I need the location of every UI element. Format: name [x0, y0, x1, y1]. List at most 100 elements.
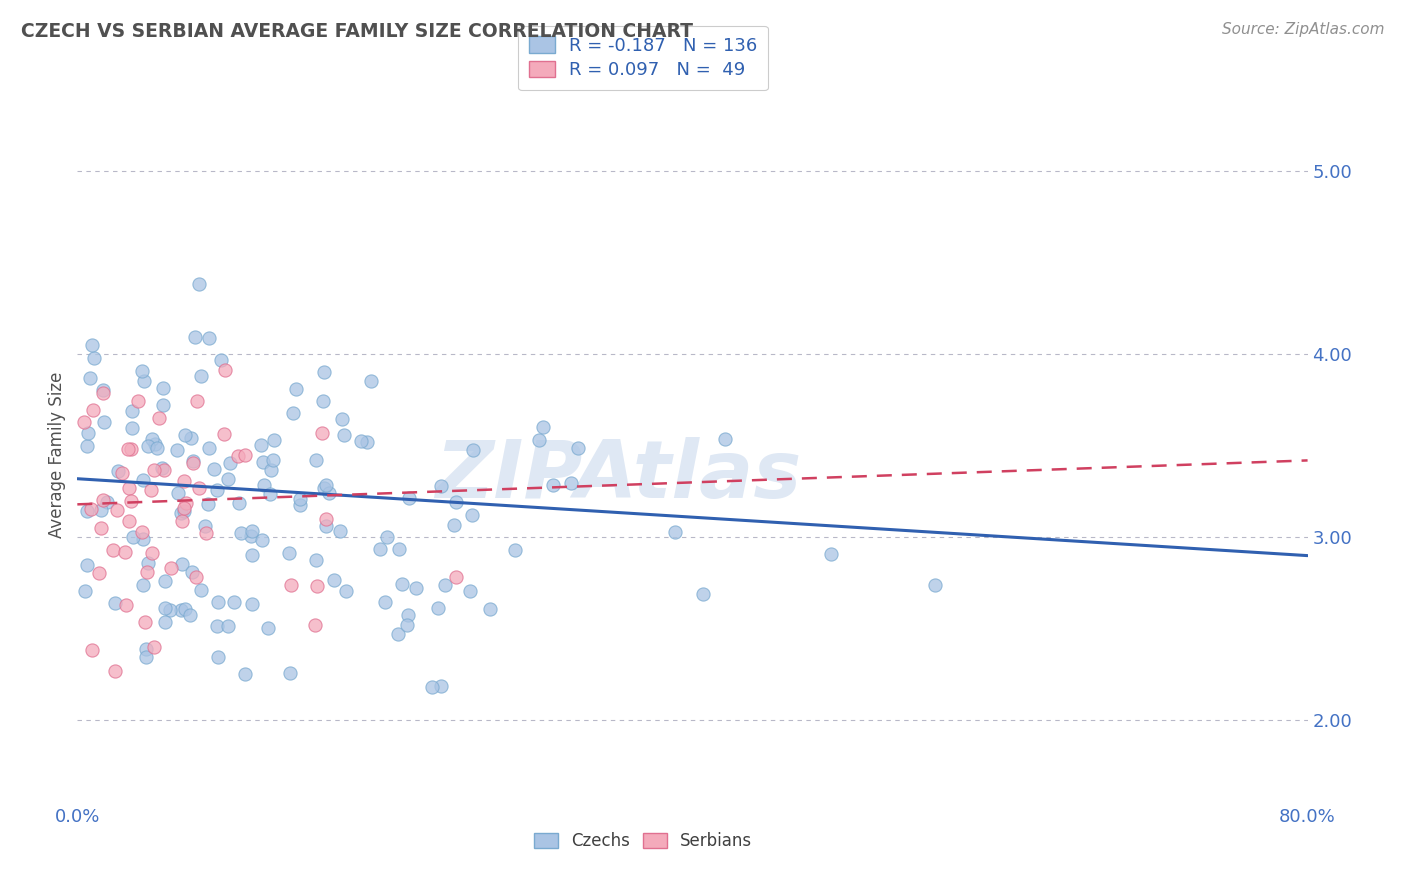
Point: [335, 583, 357, 598]
Point: [160, 561, 183, 575]
Point: [405, 581, 427, 595]
Point: [197, 497, 219, 511]
Point: [422, 680, 444, 694]
Point: [135, 650, 157, 665]
Point: [153, 615, 176, 630]
Point: [240, 524, 263, 538]
Point: [76, 425, 98, 440]
Point: [146, 442, 169, 456]
Point: [76, 504, 98, 518]
Point: [207, 649, 229, 664]
Point: [304, 618, 326, 632]
Point: [187, 481, 209, 495]
Point: [305, 579, 328, 593]
Point: [136, 439, 159, 453]
Point: [83, 351, 105, 366]
Point: [318, 486, 340, 500]
Point: [330, 412, 353, 426]
Point: [290, 498, 312, 512]
Point: [121, 421, 143, 435]
Point: [152, 462, 174, 476]
Point: [444, 495, 467, 509]
Point: [527, 433, 550, 447]
Point: [398, 491, 420, 505]
Point: [250, 438, 273, 452]
Point: [107, 464, 129, 478]
Point: [89, 566, 111, 580]
Point: [426, 601, 449, 615]
Point: [240, 597, 263, 611]
Point: [142, 640, 165, 655]
Point: [461, 442, 484, 457]
Point: [127, 393, 149, 408]
Point: [479, 602, 502, 616]
Point: [173, 474, 195, 488]
Point: [121, 530, 143, 544]
Point: [229, 526, 252, 541]
Point: [121, 404, 143, 418]
Point: [207, 594, 229, 608]
Point: [356, 434, 378, 449]
Point: [430, 679, 453, 693]
Point: [217, 619, 239, 633]
Point: [76, 439, 98, 453]
Point: [180, 431, 202, 445]
Point: [184, 330, 207, 344]
Point: [209, 353, 232, 368]
Point: [73, 584, 96, 599]
Point: [82, 643, 104, 657]
Point: [290, 492, 312, 507]
Point: [284, 382, 307, 396]
Point: [444, 570, 467, 584]
Point: [131, 364, 153, 378]
Point: [333, 427, 356, 442]
Point: [360, 374, 382, 388]
Point: [252, 455, 274, 469]
Point: [143, 463, 166, 477]
Point: [312, 481, 335, 495]
Point: [443, 517, 465, 532]
Text: Source: ZipAtlas.com: Source: ZipAtlas.com: [1222, 22, 1385, 37]
Point: [329, 524, 352, 539]
Point: [541, 478, 564, 492]
Point: [174, 428, 197, 442]
Point: [104, 596, 127, 610]
Point: [170, 603, 193, 617]
Point: [260, 463, 283, 477]
Point: [205, 483, 228, 498]
Point: [278, 665, 301, 680]
Point: [567, 441, 589, 455]
Point: [315, 519, 337, 533]
Point: [105, 502, 128, 516]
Point: [387, 542, 409, 557]
Point: [80, 338, 103, 352]
Point: [374, 595, 396, 609]
Y-axis label: Average Family Size: Average Family Size: [48, 372, 66, 538]
Point: [181, 565, 204, 579]
Point: [257, 621, 280, 635]
Point: [820, 547, 842, 561]
Point: [924, 578, 946, 592]
Point: [111, 467, 134, 481]
Point: [194, 526, 217, 541]
Point: [153, 601, 176, 615]
Point: [91, 385, 114, 400]
Point: [692, 587, 714, 601]
Point: [218, 456, 240, 470]
Point: [314, 365, 336, 379]
Point: [434, 577, 457, 591]
Point: [132, 532, 155, 546]
Point: [136, 557, 159, 571]
Point: [141, 432, 163, 446]
Point: [250, 533, 273, 547]
Point: [143, 437, 166, 451]
Point: [262, 453, 284, 467]
Point: [305, 452, 328, 467]
Point: [117, 442, 139, 456]
Point: [148, 411, 170, 425]
Point: [91, 493, 114, 508]
Point: [152, 398, 174, 412]
Point: [152, 381, 174, 395]
Point: [114, 545, 136, 559]
Point: [217, 472, 239, 486]
